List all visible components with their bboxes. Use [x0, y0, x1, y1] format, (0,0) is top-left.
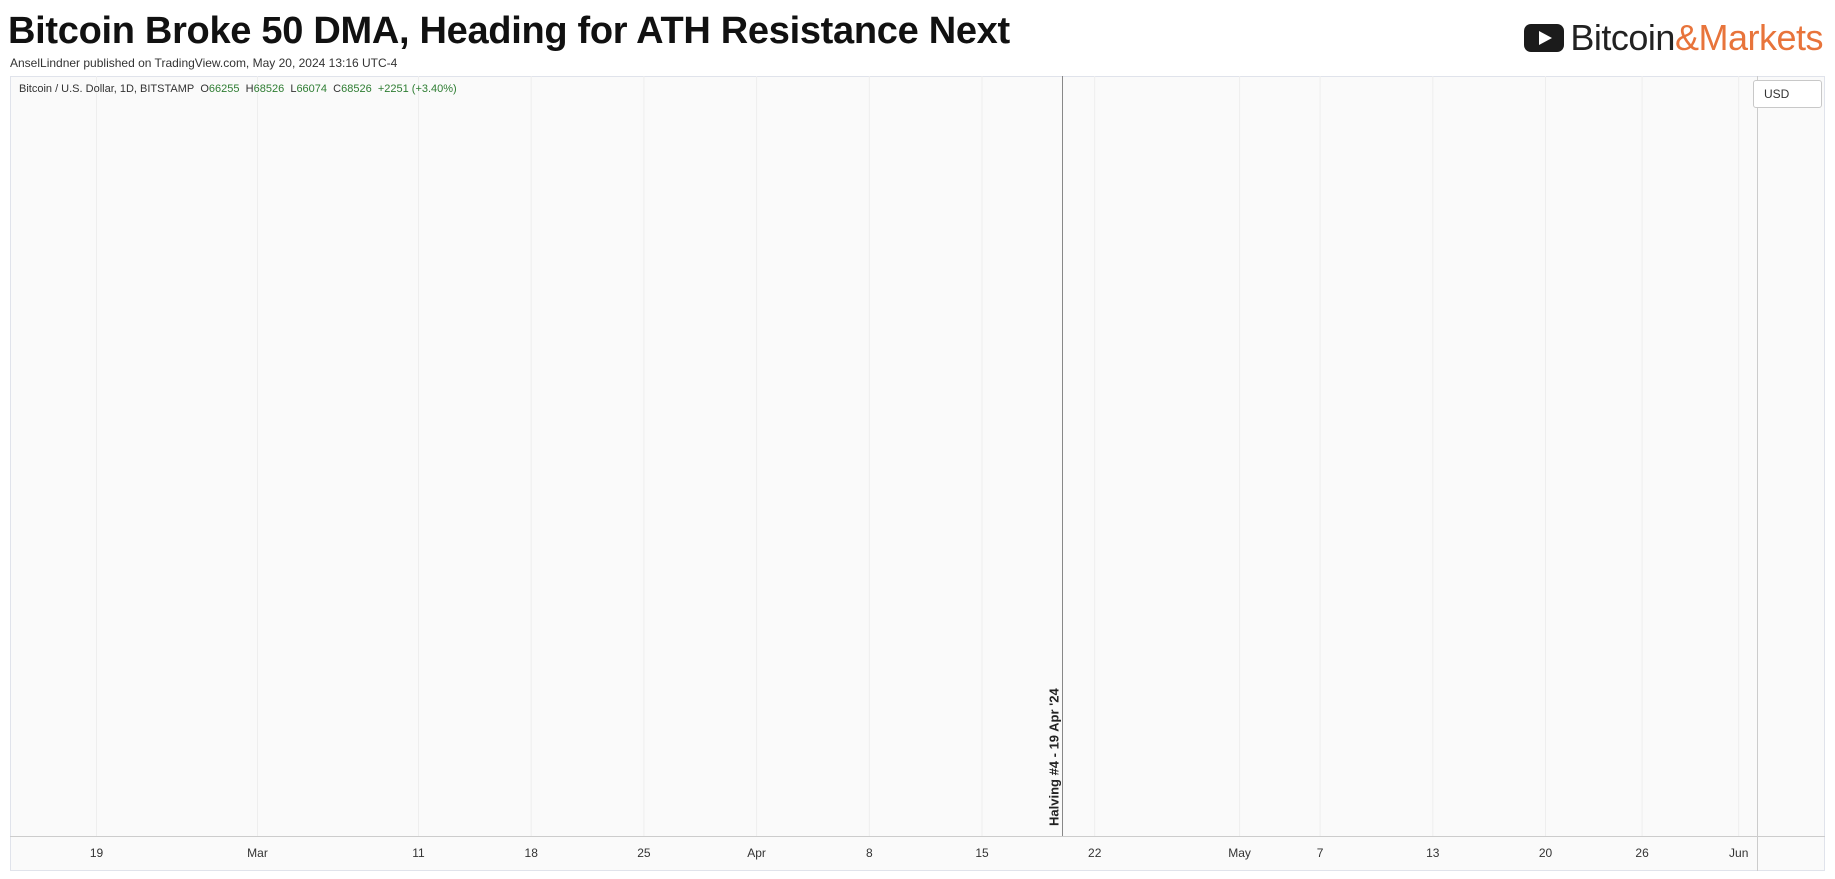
legend-change: +2251 (+3.40%) — [377, 83, 457, 95]
legend-open-label: O — [200, 83, 209, 95]
price-chart[interactable]: Halving #4 - 19 Apr '2448900503005170053… — [10, 76, 1825, 871]
publish-byline: AnselLindner published on TradingView.co… — [10, 56, 398, 70]
legend-low: 66074 — [296, 83, 328, 95]
x-tick-label: 11 — [412, 846, 425, 860]
x-tick-label: 20 — [1539, 846, 1553, 860]
x-tick-label: 19 — [90, 846, 104, 860]
brand-part1: Bitcoin — [1570, 17, 1675, 58]
x-tick-label: 18 — [525, 846, 539, 860]
x-tick-label: 22 — [1088, 846, 1102, 860]
x-tick-label: 26 — [1635, 846, 1649, 860]
legend-symbol: Bitcoin / U.S. Dollar, 1D, BITSTAMP — [19, 83, 195, 95]
chart-panel — [10, 76, 1825, 871]
x-tick-label: 13 — [1426, 846, 1440, 860]
legend-close: 68526 — [341, 83, 372, 95]
x-tick-label: Jun — [1729, 846, 1748, 860]
x-tick-label: May — [1228, 846, 1251, 860]
legend-high: 68526 — [253, 83, 285, 95]
brand-wordmark: Bitcoin&Markets — [1570, 17, 1823, 59]
brand-part2: Markets — [1698, 17, 1823, 58]
x-tick-label: 7 — [1317, 846, 1324, 860]
x-tick-label: 25 — [637, 846, 651, 860]
x-tick-label: Mar — [247, 846, 268, 860]
x-tick-label: 15 — [975, 846, 989, 860]
x-tick-label: Apr — [747, 846, 766, 860]
play-icon — [1524, 24, 1565, 52]
legend-high-label: H — [245, 83, 254, 95]
brand-amp: & — [1674, 17, 1699, 58]
x-tick-label: 8 — [866, 846, 873, 860]
brand-logo: Bitcoin&Markets — [1524, 16, 1823, 60]
legend-open: 66255 — [208, 83, 240, 95]
halving-label: Halving #4 - 19 Apr '24 — [1047, 688, 1062, 826]
legend-low-label: L — [290, 83, 297, 95]
currency-button[interactable]: USD — [1753, 80, 1822, 108]
legend-close-label: C — [333, 83, 342, 95]
symbol-legend: Bitcoin / U.S. Dollar, 1D, BITSTAMP O662… — [19, 83, 457, 95]
page-title: Bitcoin Broke 50 DMA, Heading for ATH Re… — [8, 10, 1010, 52]
